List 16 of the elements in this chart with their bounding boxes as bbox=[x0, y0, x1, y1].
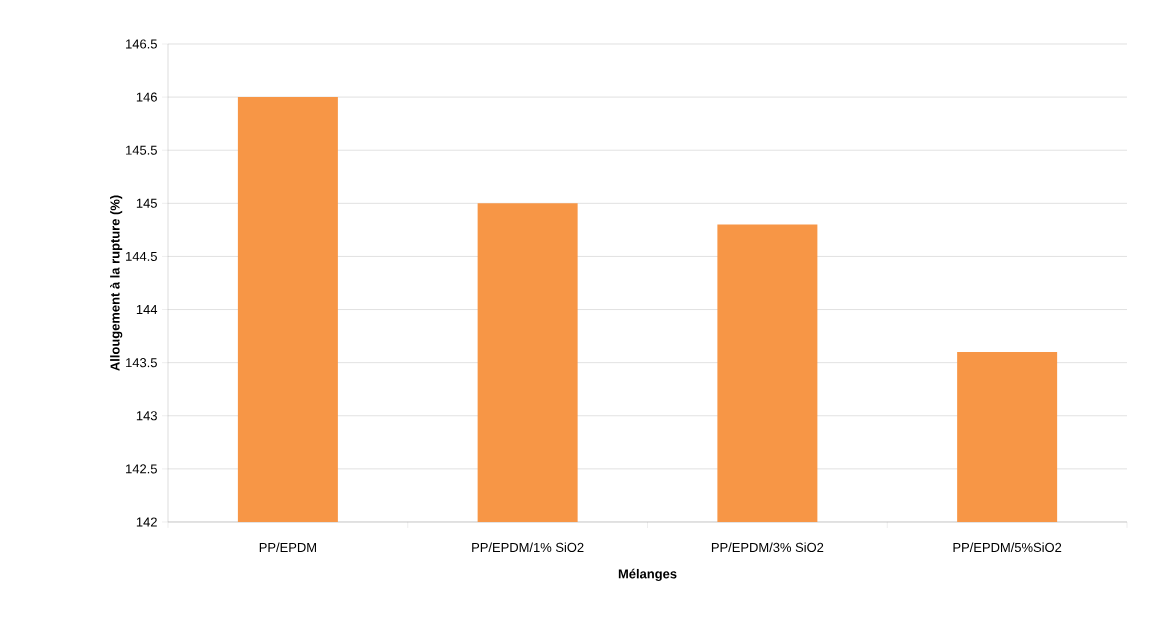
y-tick-label: 145.5 bbox=[126, 145, 157, 155]
x-axis-title: Mélanges bbox=[618, 568, 677, 582]
x-tick-label: PP/EPDM/1% SiO2 bbox=[472, 542, 584, 553]
y-tick-label: 142 bbox=[136, 517, 157, 527]
x-tick-label: PP/EPDM bbox=[259, 542, 316, 553]
y-tick-label: 145 bbox=[136, 198, 157, 208]
y-tick-label: 146.5 bbox=[126, 39, 157, 49]
y-tick-label: 144.5 bbox=[126, 251, 157, 261]
y-axis-title: Allougement à la rupture (%) bbox=[110, 195, 123, 371]
y-tick-label: 144 bbox=[136, 305, 158, 314]
y-tick-label: 142.5 bbox=[126, 464, 157, 474]
x-tick-label: PP/EPDM/3% SiO2 bbox=[711, 542, 824, 553]
y-tick-label: 143 bbox=[136, 411, 157, 421]
y-tick-label: 143.5 bbox=[126, 358, 157, 368]
x-tick-label: PP/EPDM/5%SiO2 bbox=[953, 542, 1062, 553]
y-tick-label: 146 bbox=[136, 92, 157, 102]
